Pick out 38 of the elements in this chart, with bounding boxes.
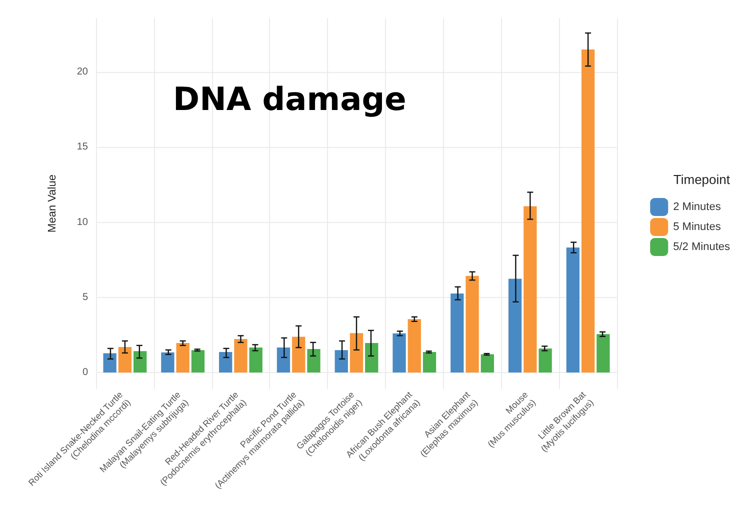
bar bbox=[118, 346, 132, 372]
bar bbox=[307, 349, 320, 372]
bar bbox=[408, 319, 421, 372]
text: DNA damage bbox=[173, 80, 406, 118]
bar bbox=[219, 352, 232, 372]
legend-label: 2 Minutes bbox=[673, 201, 722, 213]
bar bbox=[538, 348, 552, 372]
bar bbox=[365, 343, 378, 372]
y-axis-title: Mean Value bbox=[46, 174, 58, 232]
bar bbox=[191, 350, 205, 372]
bar bbox=[161, 352, 174, 372]
y-tick-label: 15 bbox=[76, 142, 88, 153]
bar bbox=[466, 276, 479, 372]
bar bbox=[292, 336, 306, 372]
bar bbox=[350, 333, 364, 372]
bar bbox=[596, 334, 610, 372]
bar bbox=[133, 351, 147, 372]
bar bbox=[392, 333, 406, 372]
bar bbox=[524, 206, 537, 372]
y-tick-label: 0 bbox=[82, 366, 88, 378]
bar bbox=[508, 278, 522, 372]
bar bbox=[422, 352, 436, 372]
y-tick-label: 20 bbox=[76, 66, 88, 78]
bar bbox=[566, 248, 580, 372]
bar bbox=[334, 350, 348, 372]
bar bbox=[276, 348, 290, 372]
bar bbox=[581, 50, 595, 372]
y-tick-label: 5 bbox=[82, 292, 88, 303]
bar bbox=[176, 343, 190, 372]
legend-label: 5/2 Minutes bbox=[673, 241, 730, 253]
bar bbox=[480, 354, 494, 372]
bar bbox=[450, 293, 464, 372]
y-tick-label: 10 bbox=[76, 216, 88, 228]
legend-label: 5 Minutes bbox=[673, 221, 722, 233]
bar bbox=[234, 338, 248, 372]
bar bbox=[103, 353, 116, 372]
bar bbox=[249, 348, 262, 372]
legend-title: Timepoint bbox=[673, 172, 730, 187]
